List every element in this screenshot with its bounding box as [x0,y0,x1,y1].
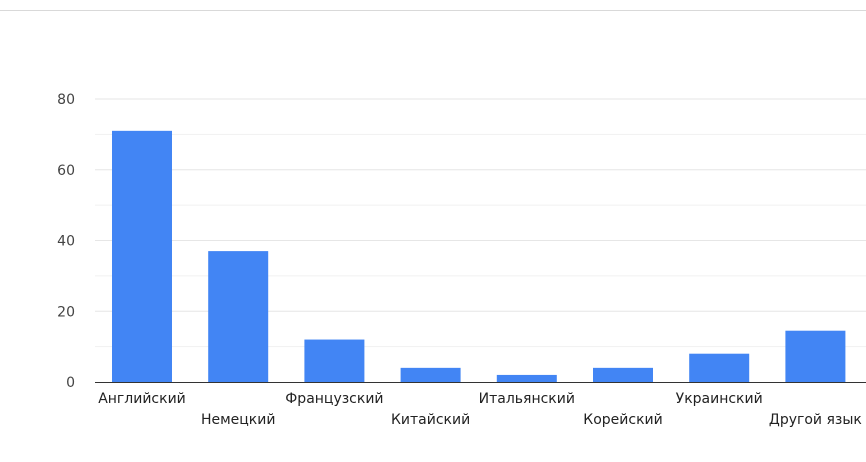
bar-5 [593,367,653,382]
frame-top-border [0,10,866,11]
y-tick-label: 40 [57,234,75,250]
bar-1 [208,251,269,382]
x-axis-labels: Английский Немецкий Французский Китайский Ит… [98,391,862,428]
y-tick-label: 20 [57,304,75,320]
x-category-label: Немецкий [201,412,276,428]
bar-2 [304,339,365,382]
y-tick-label: 60 [57,163,75,179]
x-category-label: Другой язык [769,412,862,428]
x-category-label: Французский [285,391,383,407]
x-category-label: Корейский [583,412,662,428]
bar-6 [689,353,750,382]
y-tick-label: 80 [57,92,75,108]
bar-3 [400,367,461,382]
y-tick-label: 0 [66,375,75,391]
y-axis-ticks: 0 20 40 60 80 [57,92,75,391]
bar-7 [785,330,846,382]
x-category-label: Английский [98,391,186,407]
bars [112,130,846,382]
x-category-label: Итальянский [479,391,575,407]
x-category-label: Китайский [391,412,470,428]
x-category-label: Украинский [676,391,763,407]
bar-0 [112,130,172,382]
bar-4 [496,374,557,382]
